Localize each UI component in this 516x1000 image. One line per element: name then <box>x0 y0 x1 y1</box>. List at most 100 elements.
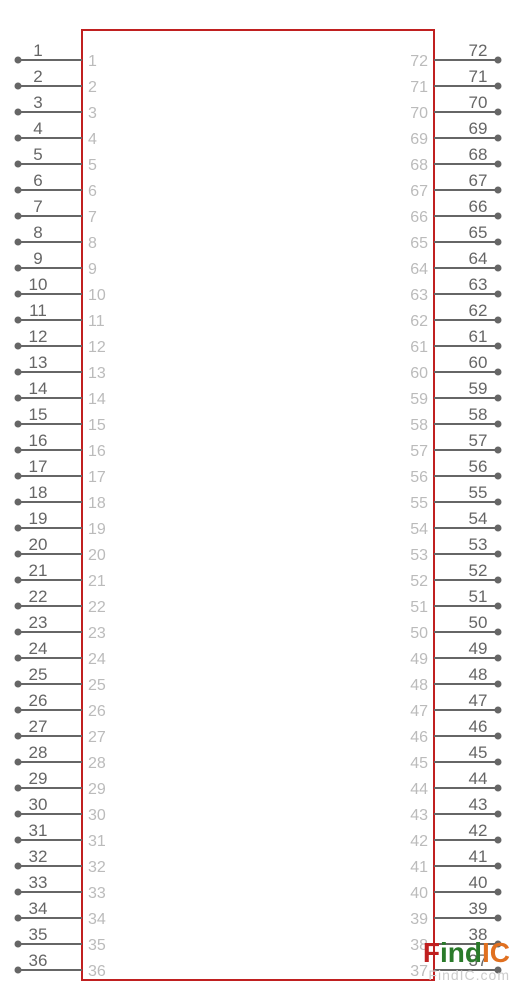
watermark-logo: FindIC <box>423 937 510 968</box>
pin-inner-label: 69 <box>410 131 428 148</box>
pin-inner-label: 10 <box>88 287 106 304</box>
pin-dot <box>495 837 502 844</box>
pin-inner-label: 55 <box>410 495 428 512</box>
pin-outer-label: 20 <box>29 535 48 554</box>
pin-dot <box>495 291 502 298</box>
pin-inner-label: 32 <box>88 859 106 876</box>
pin-outer-label: 39 <box>469 899 488 918</box>
pin-dot <box>495 681 502 688</box>
pin-outer-label: 2 <box>33 67 42 86</box>
pin-dot <box>495 733 502 740</box>
pin-inner-label: 58 <box>410 417 428 434</box>
pin-outer-label: 55 <box>469 483 488 502</box>
pin-outer-label: 34 <box>29 899 48 918</box>
pin-outer-label: 4 <box>33 119 42 138</box>
pin-inner-label: 23 <box>88 625 106 642</box>
pin-outer-label: 65 <box>469 223 488 242</box>
pin-inner-label: 29 <box>88 781 106 798</box>
chip-pinout-diagram: 1172722271713370704469695568686667677766… <box>0 0 516 1000</box>
pin-dot <box>15 551 22 558</box>
pin-dot <box>495 213 502 220</box>
pin-outer-label: 28 <box>29 743 48 762</box>
pin-outer-label: 6 <box>33 171 42 190</box>
pin-dot <box>15 213 22 220</box>
pin-outer-label: 57 <box>469 431 488 450</box>
pin-inner-label: 11 <box>88 313 105 330</box>
pin-outer-label: 21 <box>29 561 48 580</box>
pin-dot <box>495 57 502 64</box>
pin-outer-label: 40 <box>469 873 488 892</box>
pin-dot <box>495 811 502 818</box>
pin-inner-label: 5 <box>88 157 97 174</box>
pin-inner-label: 68 <box>410 157 428 174</box>
pin-outer-label: 25 <box>29 665 48 684</box>
pin-inner-label: 45 <box>410 755 428 772</box>
pin-dot <box>15 135 22 142</box>
pin-outer-label: 9 <box>33 249 42 268</box>
pin-inner-label: 48 <box>410 677 428 694</box>
pin-outer-label: 29 <box>29 769 48 788</box>
pin-outer-label: 13 <box>29 353 48 372</box>
pin-outer-label: 51 <box>469 587 488 606</box>
pin-dot <box>495 135 502 142</box>
pin-dot <box>15 109 22 116</box>
pin-inner-label: 52 <box>410 573 428 590</box>
pin-outer-label: 8 <box>33 223 42 242</box>
pin-dot <box>15 759 22 766</box>
pin-dot <box>15 941 22 948</box>
pin-inner-label: 27 <box>88 729 106 746</box>
pin-dot <box>15 239 22 246</box>
pin-outer-label: 23 <box>29 613 48 632</box>
pin-inner-label: 51 <box>410 599 428 616</box>
pin-outer-label: 33 <box>29 873 48 892</box>
pin-outer-label: 66 <box>469 197 488 216</box>
pin-dot <box>495 915 502 922</box>
pin-dot <box>495 759 502 766</box>
pin-dot <box>15 811 22 818</box>
pin-inner-label: 41 <box>410 859 428 876</box>
pin-dot <box>15 317 22 324</box>
pin-dot <box>495 551 502 558</box>
pin-outer-label: 53 <box>469 535 488 554</box>
pin-dot <box>15 733 22 740</box>
pin-inner-label: 54 <box>410 521 428 538</box>
pin-dot <box>15 187 22 194</box>
pin-dot <box>15 395 22 402</box>
pin-outer-label: 70 <box>469 93 488 112</box>
pin-inner-label: 67 <box>410 183 428 200</box>
pin-dot <box>15 447 22 454</box>
pin-outer-label: 35 <box>29 925 48 944</box>
pin-outer-label: 11 <box>29 301 47 320</box>
pin-dot <box>15 473 22 480</box>
pin-inner-label: 56 <box>410 469 428 486</box>
pin-inner-label: 19 <box>88 521 106 538</box>
pin-outer-label: 52 <box>469 561 488 580</box>
pin-dot <box>495 603 502 610</box>
pin-dot <box>495 525 502 532</box>
pin-outer-label: 31 <box>29 821 48 840</box>
pin-dot <box>15 421 22 428</box>
pin-outer-label: 22 <box>29 587 48 606</box>
pin-dot <box>15 369 22 376</box>
pin-inner-label: 64 <box>410 261 428 278</box>
pin-inner-label: 72 <box>410 53 428 70</box>
pin-outer-label: 69 <box>469 119 488 138</box>
pin-dot <box>495 629 502 636</box>
pin-outer-label: 3 <box>33 93 42 112</box>
pin-inner-label: 20 <box>88 547 106 564</box>
pin-inner-label: 2 <box>88 79 97 96</box>
pin-inner-label: 8 <box>88 235 97 252</box>
pin-inner-label: 57 <box>410 443 428 460</box>
pin-outer-label: 32 <box>29 847 48 866</box>
pin-outer-label: 48 <box>469 665 488 684</box>
pin-dot <box>15 57 22 64</box>
pin-inner-label: 70 <box>410 105 428 122</box>
pin-inner-label: 59 <box>410 391 428 408</box>
pin-inner-label: 13 <box>88 365 106 382</box>
pin-inner-label: 7 <box>88 209 97 226</box>
pin-outer-label: 26 <box>29 691 48 710</box>
pin-inner-label: 35 <box>88 937 106 954</box>
pin-inner-label: 50 <box>410 625 428 642</box>
pin-dot <box>15 629 22 636</box>
pin-inner-label: 4 <box>88 131 97 148</box>
